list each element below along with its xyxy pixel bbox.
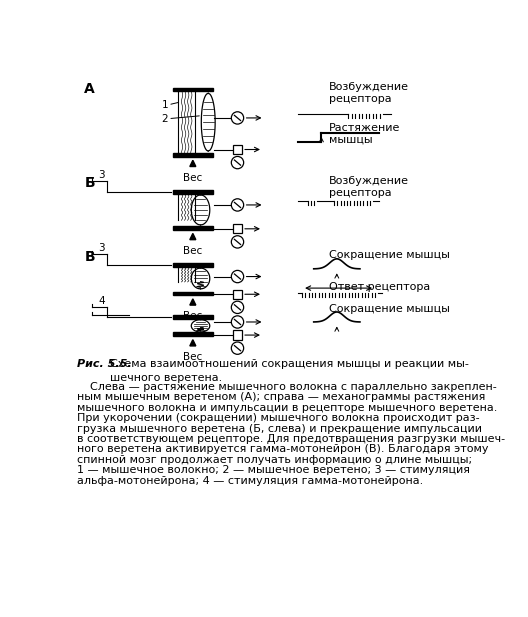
- Bar: [173, 263, 213, 267]
- Text: При укорочении (сокращении) мышечного волокна происходит раз-: При укорочении (сокращении) мышечного во…: [77, 413, 479, 423]
- Text: 1 — мышечное волокно; 2 — мышечное веретено; 3 — стимуляция: 1 — мышечное волокно; 2 — мышечное верет…: [77, 465, 469, 475]
- Text: 3: 3: [98, 170, 105, 180]
- Polygon shape: [190, 160, 196, 167]
- Bar: [233, 145, 242, 154]
- Bar: [173, 226, 213, 230]
- Text: ным мышечным веретеном (А); справа — механограммы растяжения: ным мышечным веретеном (А); справа — мех…: [77, 392, 485, 402]
- Text: Рис. 5.5.: Рис. 5.5.: [77, 359, 131, 369]
- Text: Б: Б: [84, 176, 95, 189]
- Polygon shape: [190, 233, 196, 239]
- Circle shape: [231, 112, 243, 124]
- Bar: [173, 315, 213, 318]
- Text: 3: 3: [98, 244, 105, 254]
- Polygon shape: [190, 340, 196, 346]
- Text: В: В: [84, 250, 95, 263]
- Bar: [173, 153, 213, 157]
- Text: Ответ рецептора: Ответ рецептора: [329, 282, 430, 292]
- Text: 2: 2: [162, 114, 168, 123]
- Text: Сокращение мышцы: Сокращение мышцы: [329, 304, 450, 313]
- Text: Вес: Вес: [183, 173, 202, 183]
- Text: Вес: Вес: [183, 311, 202, 321]
- Text: в соответствующем рецепторе. Для предотвращения разгрузки мышеч-: в соответствующем рецепторе. Для предотв…: [77, 434, 505, 444]
- Bar: [173, 292, 213, 296]
- Circle shape: [231, 270, 243, 283]
- Text: Вес: Вес: [183, 352, 202, 362]
- Circle shape: [231, 236, 243, 248]
- Bar: [233, 224, 242, 233]
- Text: Вес: Вес: [183, 246, 202, 256]
- Polygon shape: [190, 299, 196, 305]
- Text: Сокращение мышцы: Сокращение мышцы: [329, 250, 450, 260]
- Text: Возбуждение
рецептора: Возбуждение рецептора: [329, 81, 409, 104]
- Text: грузка мышечного веретена (Б, слева) и прекращение импульсации: грузка мышечного веретена (Б, слева) и п…: [77, 424, 482, 434]
- Circle shape: [231, 199, 243, 211]
- Circle shape: [231, 301, 243, 313]
- Circle shape: [231, 316, 243, 328]
- Text: ного веретена активируется гамма-мотонейрон (В). Благодаря этому: ного веретена активируется гамма-мотоней…: [77, 444, 488, 454]
- Bar: [233, 331, 242, 340]
- Text: 4: 4: [98, 296, 105, 306]
- Bar: [173, 333, 213, 336]
- Bar: [173, 88, 213, 91]
- Text: Возбуждение
рецептора: Возбуждение рецептора: [329, 176, 409, 198]
- Text: А: А: [84, 81, 95, 96]
- Bar: [233, 289, 242, 299]
- Circle shape: [231, 157, 243, 169]
- Text: Растяжение
мышцы: Растяжение мышцы: [329, 123, 401, 145]
- Text: альфа-мотонейрона; 4 — стимуляция гамма-мотонейрона.: альфа-мотонейрона; 4 — стимуляция гамма-…: [77, 476, 423, 486]
- Text: 1: 1: [162, 100, 168, 110]
- Text: Схема взаимоотношений сокращения мышцы и реакции мы-
шечного веретена.: Схема взаимоотношений сокращения мышцы и…: [110, 359, 469, 383]
- Text: Слева — растяжение мышечного волокна с параллельно закреплен-: Слева — растяжение мышечного волокна с п…: [90, 382, 497, 392]
- Circle shape: [231, 342, 243, 354]
- Text: мышечного волокна и импульсации в рецепторе мышечного веретена.: мышечного волокна и импульсации в рецепт…: [77, 403, 497, 413]
- Bar: [173, 190, 213, 194]
- Text: спинной мозг продолжает получать информацию о длине мышцы;: спинной мозг продолжает получать информа…: [77, 455, 472, 465]
